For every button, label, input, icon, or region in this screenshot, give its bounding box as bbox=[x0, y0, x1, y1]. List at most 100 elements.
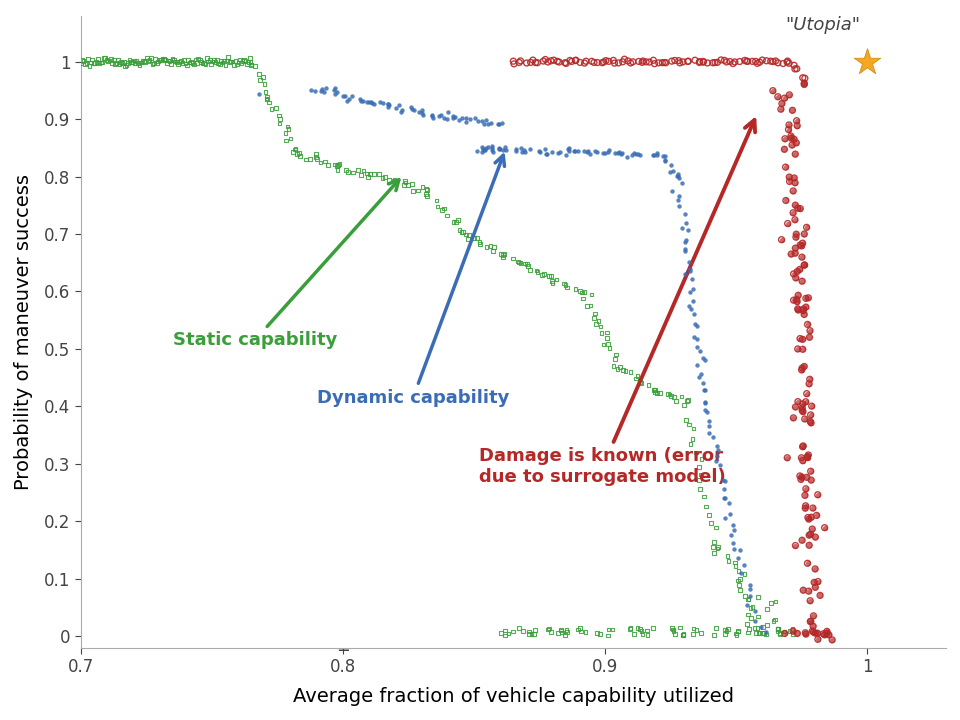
Point bbox=[781, 120, 797, 131]
Point bbox=[686, 308, 702, 320]
Point bbox=[550, 55, 565, 67]
Point bbox=[588, 307, 603, 319]
Point bbox=[729, 629, 744, 641]
Point bbox=[258, 86, 274, 97]
Point bbox=[283, 133, 299, 145]
Point bbox=[318, 156, 333, 167]
Point bbox=[598, 55, 613, 66]
Point bbox=[259, 93, 275, 104]
Point bbox=[405, 186, 420, 197]
Point bbox=[140, 55, 156, 67]
Point bbox=[552, 145, 567, 157]
Point bbox=[675, 629, 690, 641]
Point bbox=[783, 132, 799, 144]
Point bbox=[206, 54, 222, 66]
Point bbox=[632, 376, 647, 387]
Point bbox=[175, 58, 190, 69]
Point bbox=[754, 621, 769, 633]
Point bbox=[261, 96, 276, 108]
Point bbox=[802, 529, 817, 541]
Point bbox=[535, 269, 550, 281]
Point bbox=[551, 56, 566, 68]
Point bbox=[509, 145, 524, 156]
Point bbox=[288, 143, 303, 154]
Point bbox=[204, 55, 220, 67]
Point bbox=[717, 513, 732, 524]
Point bbox=[623, 366, 638, 378]
Point bbox=[803, 325, 818, 336]
Point bbox=[532, 145, 547, 157]
Point bbox=[794, 251, 809, 263]
Point bbox=[740, 55, 756, 67]
Point bbox=[372, 96, 388, 107]
Point bbox=[662, 166, 678, 178]
Point bbox=[799, 388, 814, 400]
Point bbox=[795, 333, 810, 345]
Text: Dynamic capability: Dynamic capability bbox=[317, 156, 509, 407]
Point bbox=[697, 397, 712, 408]
Point bbox=[788, 540, 804, 552]
Point bbox=[352, 94, 368, 105]
Point bbox=[781, 171, 797, 183]
Point bbox=[636, 55, 651, 67]
Point bbox=[781, 89, 797, 101]
Point bbox=[804, 511, 819, 523]
Point bbox=[564, 55, 579, 67]
Point bbox=[789, 120, 804, 132]
Point bbox=[770, 91, 785, 102]
Point bbox=[674, 391, 689, 402]
Point bbox=[728, 628, 743, 639]
Point bbox=[799, 629, 814, 640]
Point bbox=[802, 378, 817, 390]
Point bbox=[788, 137, 804, 148]
Point bbox=[557, 57, 572, 68]
Point bbox=[796, 440, 811, 451]
Point bbox=[252, 68, 267, 79]
Point bbox=[133, 57, 149, 68]
Point bbox=[809, 510, 825, 521]
Point bbox=[539, 148, 554, 160]
Point bbox=[280, 121, 296, 132]
Point bbox=[800, 451, 815, 462]
Point bbox=[123, 56, 138, 68]
Point bbox=[797, 73, 812, 84]
Point bbox=[613, 148, 629, 159]
Point bbox=[566, 145, 582, 157]
Point bbox=[593, 321, 609, 333]
Point bbox=[663, 390, 679, 402]
Point bbox=[672, 622, 687, 634]
Point bbox=[587, 312, 602, 324]
Point bbox=[649, 147, 664, 158]
Point bbox=[671, 194, 686, 206]
Point bbox=[797, 228, 812, 240]
Point bbox=[360, 168, 375, 179]
Point bbox=[810, 576, 826, 588]
Point bbox=[459, 112, 474, 124]
Point bbox=[685, 629, 701, 640]
Point bbox=[752, 627, 767, 639]
Point bbox=[798, 503, 813, 514]
Point bbox=[309, 153, 324, 165]
Point bbox=[344, 90, 359, 102]
Point bbox=[696, 491, 711, 503]
Point bbox=[794, 240, 809, 252]
Point bbox=[732, 55, 748, 67]
Point bbox=[807, 582, 823, 593]
Point bbox=[783, 132, 799, 144]
Point bbox=[709, 57, 725, 68]
Point bbox=[692, 483, 708, 495]
Point bbox=[492, 142, 507, 153]
Point bbox=[795, 305, 810, 316]
Point bbox=[588, 145, 603, 156]
Point bbox=[544, 276, 560, 287]
Point bbox=[514, 146, 529, 158]
Point bbox=[645, 149, 660, 161]
Point bbox=[160, 55, 176, 66]
Point bbox=[338, 164, 353, 176]
Point bbox=[778, 133, 793, 145]
Point bbox=[516, 625, 531, 636]
Point bbox=[804, 625, 820, 636]
Point bbox=[799, 222, 814, 233]
Point bbox=[788, 272, 804, 284]
Point bbox=[803, 415, 818, 427]
